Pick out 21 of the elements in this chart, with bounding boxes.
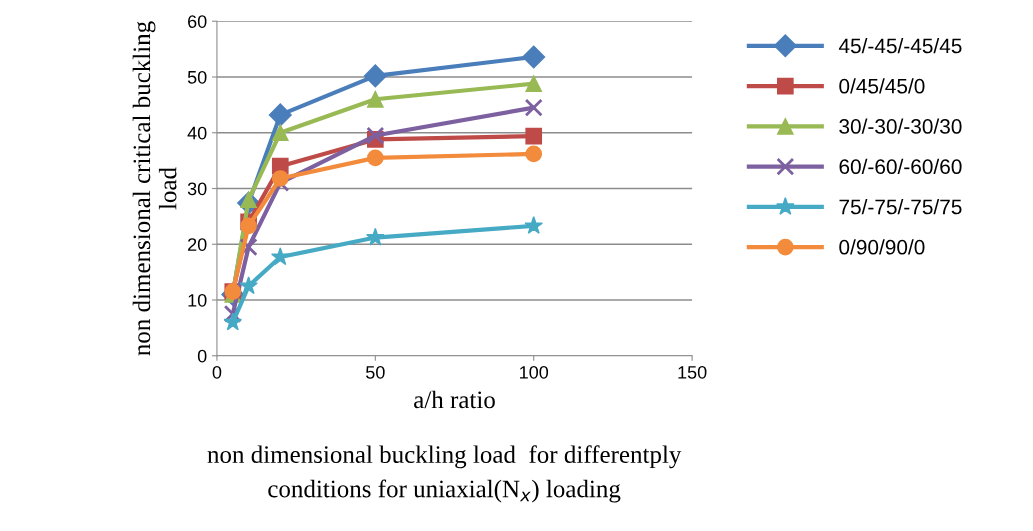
legend-label: 0/90/90/0 bbox=[839, 239, 925, 255]
x-tick-label: 0 bbox=[212, 365, 222, 379]
legend-label: 75/-75/-75/75 bbox=[839, 199, 962, 215]
x-axis-title: a/h ratio bbox=[414, 390, 495, 409]
y-tick-label: 50 bbox=[187, 70, 207, 84]
y-tick-label: 20 bbox=[188, 238, 207, 251]
y-tick-label: 60 bbox=[188, 15, 207, 28]
y-tick-label: 10 bbox=[188, 293, 207, 307]
legend-label: 30/-30/-30/30 bbox=[839, 118, 962, 134]
y-tick-label: 30 bbox=[187, 182, 207, 196]
text: conditions for uniaxial(N$_{x}$) loading bbox=[268, 479, 621, 503]
x-tick-label: 50 bbox=[366, 365, 385, 379]
legend-label: 0/45/45/0 bbox=[839, 78, 925, 94]
x-tick-label: 150 bbox=[678, 365, 707, 379]
y-tick-label: 0 bbox=[197, 349, 207, 363]
legend-label: 45/-45/-45/45 bbox=[838, 38, 962, 54]
y-tick-label: 40 bbox=[187, 126, 207, 140]
y-axis-title: non dimensional critical buckling load bbox=[132, 21, 177, 356]
legend-label: 60/-60/-60/60 bbox=[839, 158, 962, 175]
text: non dimensional buckling load for differentply bbox=[207, 445, 682, 469]
x-tick-label: 100 bbox=[520, 365, 549, 379]
